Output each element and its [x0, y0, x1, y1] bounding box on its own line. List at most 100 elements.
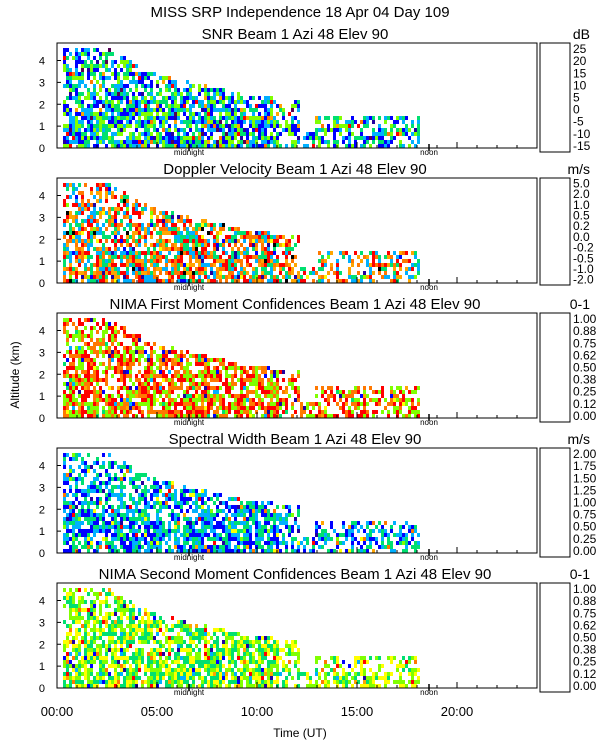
heatmap-cell	[366, 533, 369, 537]
heatmap-cell	[393, 549, 396, 553]
heatmap-cell	[147, 76, 150, 80]
heatmap-cell	[387, 402, 390, 406]
heatmap-cell	[327, 255, 330, 259]
colorbar-label: -5	[573, 115, 584, 129]
heatmap-cell	[75, 457, 78, 461]
heatmap-cell	[267, 271, 270, 275]
heatmap-cell	[102, 76, 105, 80]
heatmap-cell	[237, 505, 240, 509]
heatmap-cell	[63, 219, 66, 223]
heatmap-cell	[102, 211, 105, 215]
heatmap-cell	[285, 263, 288, 267]
heatmap-cell	[180, 231, 183, 235]
heatmap-cell	[108, 549, 111, 553]
heatmap-cell	[81, 354, 84, 358]
heatmap-cell	[156, 223, 159, 227]
heatmap-cell	[258, 366, 261, 370]
heatmap-cell	[72, 509, 75, 513]
heatmap-cell	[87, 402, 90, 406]
heatmap-cell	[396, 386, 399, 390]
heatmap-cell	[357, 541, 360, 545]
heatmap-cell	[81, 394, 84, 398]
heatmap-cell	[171, 259, 174, 263]
heatmap-cell	[246, 279, 249, 283]
heatmap-cell	[186, 358, 189, 362]
heatmap-cell	[63, 112, 66, 116]
heatmap-cell	[225, 259, 228, 263]
heatmap-cell	[387, 533, 390, 537]
heatmap-cell	[186, 509, 189, 513]
heatmap-cell	[279, 398, 282, 402]
heatmap-cell	[369, 545, 372, 549]
heatmap-cell	[144, 398, 147, 402]
heatmap-cell	[294, 521, 297, 525]
heatmap-cell	[402, 541, 405, 545]
heatmap-cell	[114, 132, 117, 136]
heatmap-cell	[201, 394, 204, 398]
heatmap-cell	[87, 64, 90, 68]
heatmap-cell	[207, 231, 210, 235]
heatmap-cell	[228, 529, 231, 533]
heatmap-cell	[93, 477, 96, 481]
heatmap-cell	[255, 104, 258, 108]
heatmap-cell	[204, 521, 207, 525]
heatmap-cell	[288, 525, 291, 529]
heatmap-cell	[258, 505, 261, 509]
heatmap-cell	[261, 140, 264, 144]
heatmap-cell	[78, 501, 81, 505]
heatmap-cell	[111, 132, 114, 136]
heatmap-cell	[63, 382, 66, 386]
heatmap-cell	[174, 497, 177, 501]
heatmap-cell	[309, 271, 312, 275]
heatmap-cell	[66, 84, 69, 88]
heatmap-cell	[369, 529, 372, 533]
heatmap-cell	[63, 140, 66, 144]
heatmap-cell	[174, 501, 177, 505]
heatmap-cell	[87, 112, 90, 116]
heatmap-cell	[174, 124, 177, 128]
heatmap-cell	[69, 402, 72, 406]
heatmap-cell	[69, 124, 72, 128]
heatmap-cell	[144, 378, 147, 382]
heatmap-cell	[96, 92, 99, 96]
heatmap-cell	[249, 533, 252, 537]
heatmap-cell	[96, 227, 99, 231]
heatmap-cell	[159, 239, 162, 243]
heatmap-cell	[138, 509, 141, 513]
heatmap-cell	[114, 144, 117, 148]
heatmap-cell	[102, 537, 105, 541]
heatmap-cell	[225, 517, 228, 521]
heatmap-cell	[303, 267, 306, 271]
heatmap-cell	[84, 207, 87, 211]
heatmap-cell	[84, 203, 87, 207]
heatmap-cell	[270, 398, 273, 402]
heatmap-cell	[87, 390, 90, 394]
heatmap-cell	[168, 402, 171, 406]
heatmap-cell	[270, 279, 273, 283]
heatmap-cell	[141, 390, 144, 394]
heatmap-cell	[78, 132, 81, 136]
heatmap-cell	[237, 545, 240, 549]
heatmap-cell	[402, 414, 405, 418]
heatmap-cell	[186, 489, 189, 493]
heatmap-cell	[264, 112, 267, 116]
heatmap-cell	[273, 370, 276, 374]
heatmap-cell	[84, 60, 87, 64]
heatmap-cell	[336, 275, 339, 279]
colorbar-unit: dB	[573, 26, 590, 42]
heatmap-cell	[108, 219, 111, 223]
heatmap-cell	[234, 263, 237, 267]
heatmap-cell	[417, 398, 420, 402]
heatmap-cell	[84, 354, 87, 358]
heatmap-cell	[267, 255, 270, 259]
heatmap-cell	[297, 100, 300, 104]
figure-title: MISS SRP Independence 18 Apr 04 Day 109	[150, 4, 449, 21]
heatmap-cell	[132, 338, 135, 342]
heatmap-cell	[171, 108, 174, 112]
heatmap-cell	[270, 370, 273, 374]
heatmap-cell	[192, 263, 195, 267]
heatmap-cell	[153, 410, 156, 414]
heatmap-cell	[177, 362, 180, 366]
heatmap-cell	[108, 223, 111, 227]
heatmap-cell	[201, 354, 204, 358]
